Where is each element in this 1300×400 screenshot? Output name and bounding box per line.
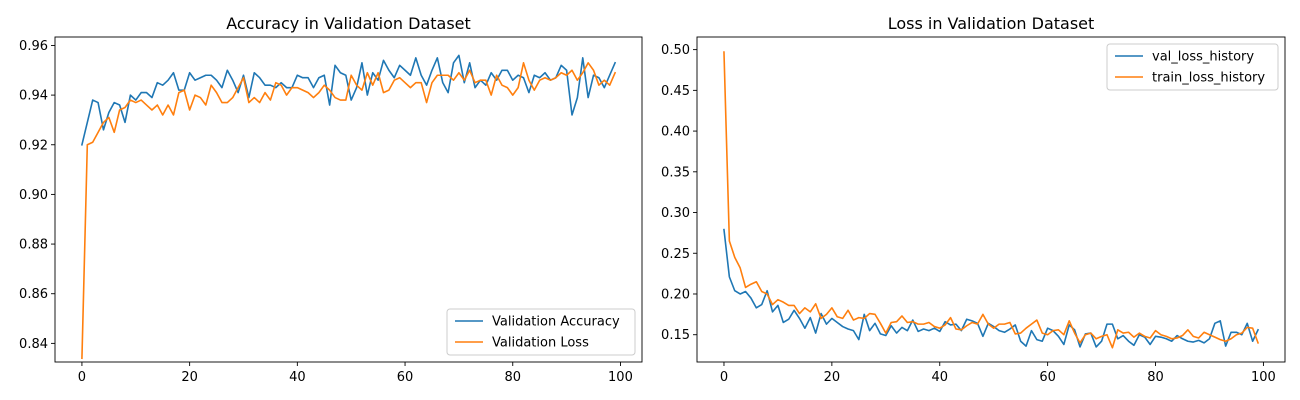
loss-chart: Loss in Validation Dataset 0 20 40 60 80 100 0… <box>661 14 1286 385</box>
y-tick-label: 0.84 <box>19 337 48 352</box>
legend-label: Validation Accuracy <box>492 315 620 330</box>
y-tick-label: 0.45 <box>661 84 690 99</box>
legend: Validation Accuracy Validation Loss <box>446 308 636 356</box>
legend-label: train_loss_history <box>1152 71 1265 86</box>
legend-label: val_loss_history <box>1152 50 1254 65</box>
legend-label: Validation Loss <box>492 336 589 351</box>
y-tick-label: 0.15 <box>661 328 690 343</box>
legend-box <box>1106 43 1279 91</box>
x-tick-label: 20 <box>824 370 841 385</box>
loss-chart-title: Loss in Validation Dataset <box>888 14 1095 33</box>
y-tick-label: 0.94 <box>19 89 48 104</box>
x-tick-label: 0 <box>720 370 728 385</box>
x-tick-label: 80 <box>1147 370 1164 385</box>
plot-frame <box>54 36 643 363</box>
y-tick-label: 0.35 <box>661 165 690 180</box>
x-tick-label: 40 <box>289 370 306 385</box>
x-tick-label: 20 <box>181 370 198 385</box>
y-tick-label: 0.96 <box>19 39 48 54</box>
legend-box <box>446 308 636 356</box>
plot-frame <box>696 36 1286 363</box>
y-tick-label: 0.30 <box>661 206 690 221</box>
y-tick-label: 0.92 <box>19 138 48 153</box>
x-tick-label: 80 <box>504 370 521 385</box>
y-tick-label: 0.40 <box>661 125 690 140</box>
accuracy-chart-title: Accuracy in Validation Dataset <box>226 14 471 33</box>
x-tick-label: 100 <box>1251 370 1276 385</box>
x-tick-label: 0 <box>78 370 86 385</box>
y-tick-label: 0.50 <box>661 43 690 58</box>
y-tick-label: 0.88 <box>19 238 48 253</box>
y-tick-label: 0.25 <box>661 247 690 262</box>
x-tick-label: 60 <box>397 370 414 385</box>
y-tick-label: 0.86 <box>19 287 48 302</box>
y-tick-label: 0.90 <box>19 188 48 203</box>
accuracy-chart: Accuracy in Validation Dataset 0 20 40 60 80… <box>19 14 643 385</box>
y-tick-label: 0.20 <box>661 287 690 302</box>
x-tick-label: 40 <box>931 370 948 385</box>
legend: val_loss_history train_loss_history <box>1106 43 1279 91</box>
x-tick-label: 60 <box>1039 370 1056 385</box>
series-line-validation-loss <box>81 62 617 360</box>
series-line-val-loss-history <box>723 228 1260 348</box>
x-tick-label: 100 <box>608 370 633 385</box>
series-line-train-loss-history <box>723 51 1260 349</box>
